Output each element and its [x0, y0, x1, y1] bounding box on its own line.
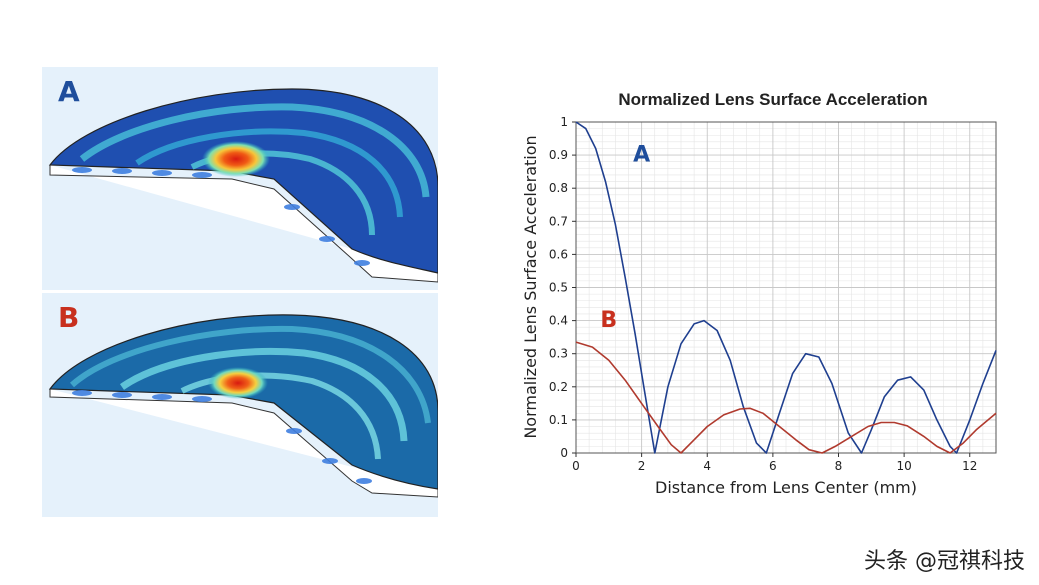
annotation-a: A: [633, 143, 650, 168]
y-tick-label: 0.9: [549, 148, 568, 162]
x-tick-label: 8: [835, 459, 843, 473]
series-line-b: [575, 341, 997, 454]
chart-series: [575, 121, 997, 454]
x-tick-label: 6: [769, 459, 777, 473]
x-tick-label: 0: [572, 459, 580, 473]
watermark: 头条 @冠祺科技: [864, 549, 1025, 574]
chart-title: Normalized Lens Surface Acceleration: [618, 90, 927, 109]
y-tick-label: 0.6: [549, 247, 568, 261]
y-tick-label: 0.8: [549, 181, 568, 195]
x-tick-label: 4: [703, 459, 711, 473]
y-tick-label: 0.1: [549, 413, 568, 427]
annotation-b: B: [600, 308, 617, 333]
x-axis-label: Distance from Lens Center (mm): [655, 478, 917, 497]
x-tick-label: 12: [962, 459, 977, 473]
y-tick-label: 0.5: [549, 281, 568, 295]
lens-model-panel-a: A: [42, 67, 438, 290]
chart-axes: 00.10.20.30.40.50.60.70.80.910 2 4 6 8 10 12: [549, 115, 997, 473]
series-line-a: [575, 121, 997, 454]
chart-grid: [575, 121, 997, 454]
chart-annotations: AB: [600, 143, 650, 334]
lens-model-panel-b: B: [42, 293, 438, 517]
lens-model-a-illustration: [48, 88, 438, 283]
lens-model-b-illustration: [48, 314, 438, 498]
y-tick-label: 0.4: [549, 314, 568, 328]
y-axis-label: Normalized Lens Surface Acceleration: [521, 135, 540, 438]
acceleration-chart: Normalized Lens Surface Acceleration 0 0.…: [521, 90, 997, 497]
panel-label-b: B: [58, 301, 80, 334]
x-tick-label: 2: [638, 459, 646, 473]
y-tick-label: 0.3: [549, 347, 568, 361]
x-tick-label: 10: [896, 459, 911, 473]
y-tick-label: 1: [560, 115, 568, 129]
panel-label-a: A: [58, 75, 80, 108]
y-tick-label: 0.2: [549, 380, 568, 394]
y-tick-label: 0: [560, 446, 568, 460]
y-tick-label: 0.7: [549, 214, 568, 228]
